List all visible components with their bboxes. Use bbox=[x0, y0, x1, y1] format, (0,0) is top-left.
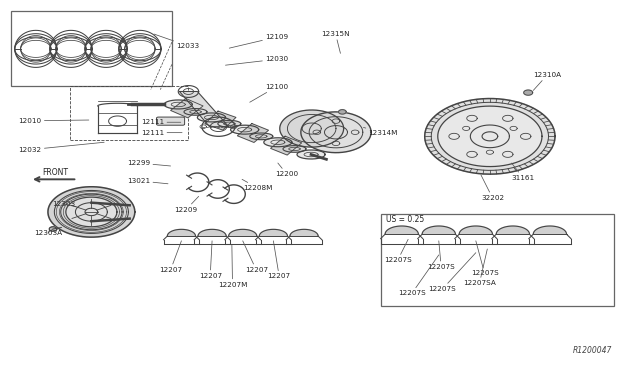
Polygon shape bbox=[228, 230, 257, 236]
Text: 12315N: 12315N bbox=[321, 31, 350, 53]
Polygon shape bbox=[197, 113, 225, 122]
Polygon shape bbox=[496, 226, 529, 234]
Text: 12111: 12111 bbox=[141, 119, 180, 125]
Text: FRONT: FRONT bbox=[43, 168, 68, 177]
Polygon shape bbox=[205, 111, 236, 130]
Text: 12109: 12109 bbox=[229, 34, 288, 48]
Text: 12207M: 12207M bbox=[218, 245, 247, 288]
Text: 12314M: 12314M bbox=[364, 128, 398, 136]
Text: 12207S: 12207S bbox=[428, 241, 455, 270]
Text: 12207: 12207 bbox=[198, 241, 222, 279]
Polygon shape bbox=[49, 227, 57, 231]
Text: 12207S: 12207S bbox=[429, 253, 476, 292]
Polygon shape bbox=[422, 226, 456, 234]
Text: 12303A: 12303A bbox=[34, 229, 62, 236]
Text: 12111: 12111 bbox=[141, 129, 182, 136]
Text: 12303: 12303 bbox=[52, 201, 76, 207]
Text: 31161: 31161 bbox=[511, 163, 534, 181]
Polygon shape bbox=[237, 124, 269, 142]
Polygon shape bbox=[280, 110, 344, 147]
Text: 12207S: 12207S bbox=[470, 241, 499, 276]
Polygon shape bbox=[259, 230, 287, 236]
Polygon shape bbox=[533, 226, 566, 234]
Text: 13021: 13021 bbox=[127, 178, 168, 184]
Text: 12299: 12299 bbox=[127, 160, 171, 166]
Text: 12209: 12209 bbox=[174, 196, 198, 213]
Text: 12010: 12010 bbox=[19, 118, 89, 124]
Polygon shape bbox=[48, 187, 135, 237]
Polygon shape bbox=[66, 197, 117, 227]
Text: 12200: 12200 bbox=[275, 163, 298, 177]
Text: 12032: 12032 bbox=[19, 142, 104, 153]
Polygon shape bbox=[301, 112, 371, 153]
Polygon shape bbox=[385, 226, 419, 234]
Text: 12207: 12207 bbox=[243, 241, 268, 273]
Polygon shape bbox=[271, 136, 301, 155]
Text: 12310A: 12310A bbox=[533, 72, 561, 90]
Polygon shape bbox=[250, 133, 273, 140]
Polygon shape bbox=[184, 109, 207, 115]
Polygon shape bbox=[524, 90, 532, 95]
Text: 12033: 12033 bbox=[154, 34, 200, 49]
Polygon shape bbox=[339, 110, 346, 114]
Polygon shape bbox=[264, 138, 292, 147]
Text: 12207: 12207 bbox=[159, 241, 182, 273]
Polygon shape bbox=[218, 121, 241, 127]
Bar bbox=[11, 11, 172, 86]
Polygon shape bbox=[230, 125, 259, 134]
Text: 12030: 12030 bbox=[225, 56, 288, 65]
Text: 12208M: 12208M bbox=[242, 179, 273, 191]
Text: 12207S: 12207S bbox=[398, 255, 439, 296]
Polygon shape bbox=[164, 100, 192, 109]
Polygon shape bbox=[179, 92, 228, 127]
Text: 12100: 12100 bbox=[250, 84, 288, 102]
Polygon shape bbox=[290, 230, 318, 236]
Polygon shape bbox=[283, 145, 306, 152]
Polygon shape bbox=[425, 99, 555, 174]
Polygon shape bbox=[438, 106, 542, 167]
Text: US = 0.25: US = 0.25 bbox=[387, 215, 425, 224]
Polygon shape bbox=[198, 230, 226, 236]
Text: 12207SA: 12207SA bbox=[463, 249, 496, 286]
Text: R1200047: R1200047 bbox=[573, 346, 612, 355]
FancyBboxPatch shape bbox=[157, 117, 184, 125]
Bar bbox=[70, 86, 188, 140]
Text: 12207: 12207 bbox=[268, 241, 291, 279]
Polygon shape bbox=[460, 226, 492, 234]
Text: 12207S: 12207S bbox=[384, 239, 412, 263]
Polygon shape bbox=[171, 99, 203, 118]
Bar bbox=[381, 214, 614, 307]
Polygon shape bbox=[168, 230, 195, 236]
Text: 32202: 32202 bbox=[481, 175, 504, 201]
Polygon shape bbox=[297, 150, 325, 159]
